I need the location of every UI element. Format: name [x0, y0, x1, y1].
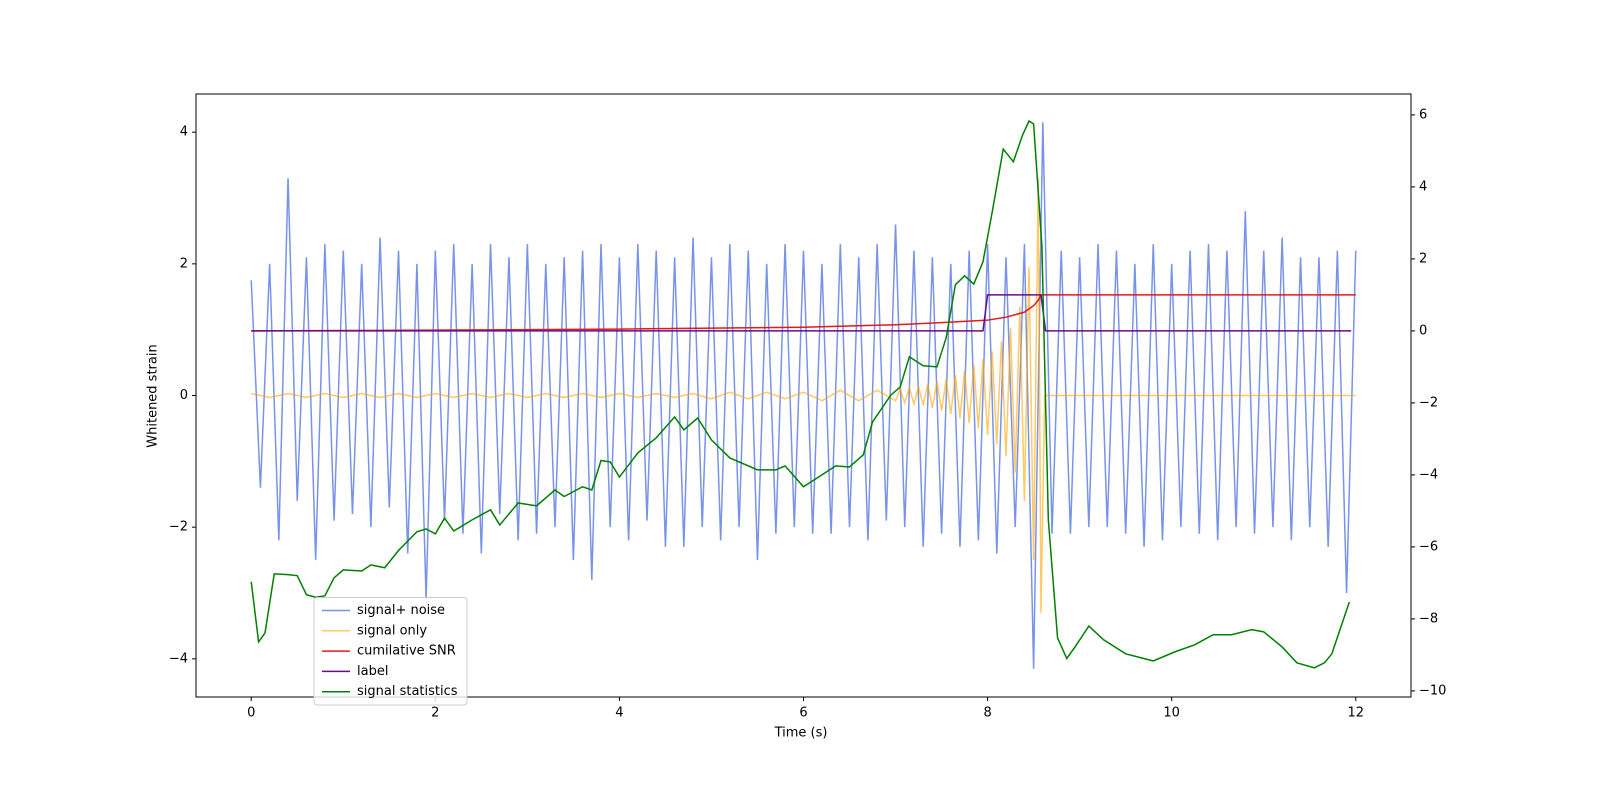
x-tick-label: 0	[247, 706, 255, 721]
series-line	[250, 122, 1357, 669]
legend-label: cumilative SNR	[357, 644, 456, 659]
y-tick-label: −2	[169, 520, 188, 535]
y2-tick-label: −4	[1419, 467, 1438, 482]
x-tick-label: 4	[615, 706, 623, 721]
legend-label: label	[357, 664, 388, 679]
x-axis-label: Time (s)	[774, 726, 828, 741]
legend-label: signal only	[357, 623, 427, 638]
legend-label: signal statistics	[357, 684, 458, 699]
x-tick-label: 8	[983, 706, 991, 721]
series-line	[251, 178, 1356, 613]
y2-tick-label: −2	[1419, 395, 1438, 410]
y2-tick-label: −10	[1419, 683, 1446, 698]
y2-tick-label: 2	[1419, 251, 1427, 266]
y-tick-label: 2	[180, 256, 188, 271]
y-tick-label: 0	[180, 388, 188, 403]
y2-tick-label: 4	[1419, 179, 1427, 194]
y2-tick-label: 6	[1419, 107, 1427, 122]
x-tick-label: 12	[1347, 706, 1364, 721]
series-line	[251, 294, 1352, 332]
x-tick-label: 2	[431, 706, 439, 721]
series-line	[251, 294, 1356, 332]
x-tick-label: 10	[1163, 706, 1180, 721]
y-axis-label: Whitened strain	[146, 344, 161, 447]
y-tick-label: −4	[169, 651, 188, 666]
y2-tick-label: −6	[1419, 539, 1438, 554]
y-tick-label: 4	[180, 125, 188, 140]
y2-tick-label: −8	[1419, 611, 1438, 626]
series-line	[250, 119, 1351, 669]
legend-label: signal+ noise	[357, 603, 445, 618]
x-tick-label: 6	[799, 706, 807, 721]
y2-tick-label: 0	[1419, 323, 1427, 338]
legend-box	[313, 597, 468, 706]
